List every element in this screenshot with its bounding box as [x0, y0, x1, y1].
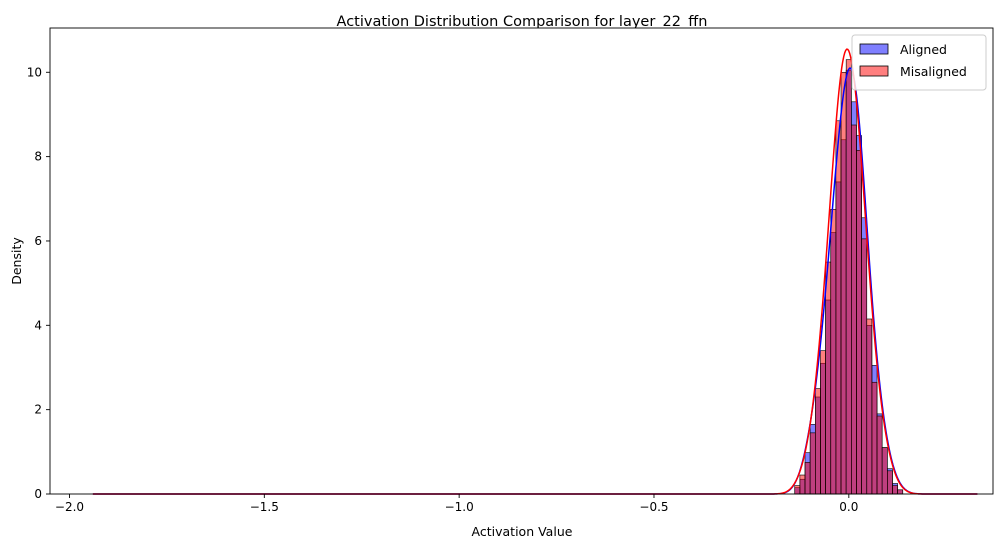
- x-tick-label-1: −1.5: [250, 500, 279, 514]
- legend-label-misaligned: Misaligned: [900, 64, 967, 79]
- x-axis-label: Activation Value: [472, 524, 573, 539]
- x-axis-ticks: −2.0 −1.5 −1.0 −0.5 0.0: [55, 494, 858, 514]
- y-tick-label-3: 6: [34, 234, 42, 248]
- bar-misaligned-20: [897, 489, 904, 495]
- y-tick-label-0: 0: [34, 487, 42, 501]
- axes: −2.0 −1.5 −1.0 −0.5 0.0 0 2 4 6 8 10: [27, 27, 994, 514]
- bar-misaligned-14: [866, 318, 873, 495]
- bar-misaligned-19: [892, 485, 898, 495]
- legend-swatch-aligned: [859, 43, 889, 55]
- plot-area: [50, 28, 993, 495]
- y-axis-ticks: 0 2 4 6 8 10: [27, 65, 50, 501]
- histogram-misaligned: [794, 59, 904, 495]
- x-tick-label-3: −0.5: [639, 500, 668, 514]
- y-tick-label-5: 10: [27, 65, 42, 79]
- bar-misaligned-3: [809, 432, 816, 495]
- bar-misaligned-10: [845, 59, 852, 495]
- x-tick-label-2: −1.0: [445, 500, 474, 514]
- bar-misaligned-0: [794, 485, 801, 495]
- bar-misaligned-4: [815, 388, 821, 495]
- y-tick-label-1: 2: [34, 403, 42, 417]
- bar-misaligned-13: [861, 238, 868, 495]
- y-axis-label: Density: [9, 237, 24, 285]
- legend-swatch-misaligned: [859, 65, 889, 77]
- y-tick-label-2: 4: [34, 318, 42, 332]
- chart-title: Activation Distribution Comparison for l…: [337, 14, 708, 30]
- bar-misaligned-17: [881, 447, 888, 495]
- bar-misaligned-9: [840, 71, 847, 495]
- bar-misaligned-18: [887, 470, 893, 495]
- axes-frame: [49, 27, 994, 495]
- bar-misaligned-8: [835, 120, 842, 495]
- bar-misaligned-2: [804, 462, 811, 495]
- bar-misaligned-7: [830, 209, 837, 495]
- bar-misaligned-16: [876, 415, 883, 495]
- x-tick-label-4: 0.0: [839, 500, 858, 514]
- bar-misaligned-11: [851, 124, 857, 495]
- y-tick-label-4: 8: [34, 150, 42, 164]
- bar-misaligned-1: [799, 474, 806, 495]
- x-tick-label-0: −2.0: [55, 500, 84, 514]
- bar-misaligned-12: [856, 149, 862, 495]
- bar-misaligned-5: [820, 350, 826, 495]
- legend-label-aligned: Aligned: [900, 42, 947, 57]
- bar-misaligned-15: [871, 381, 878, 495]
- legend: Aligned Misaligned: [851, 34, 987, 91]
- bar-misaligned-6: [825, 261, 832, 495]
